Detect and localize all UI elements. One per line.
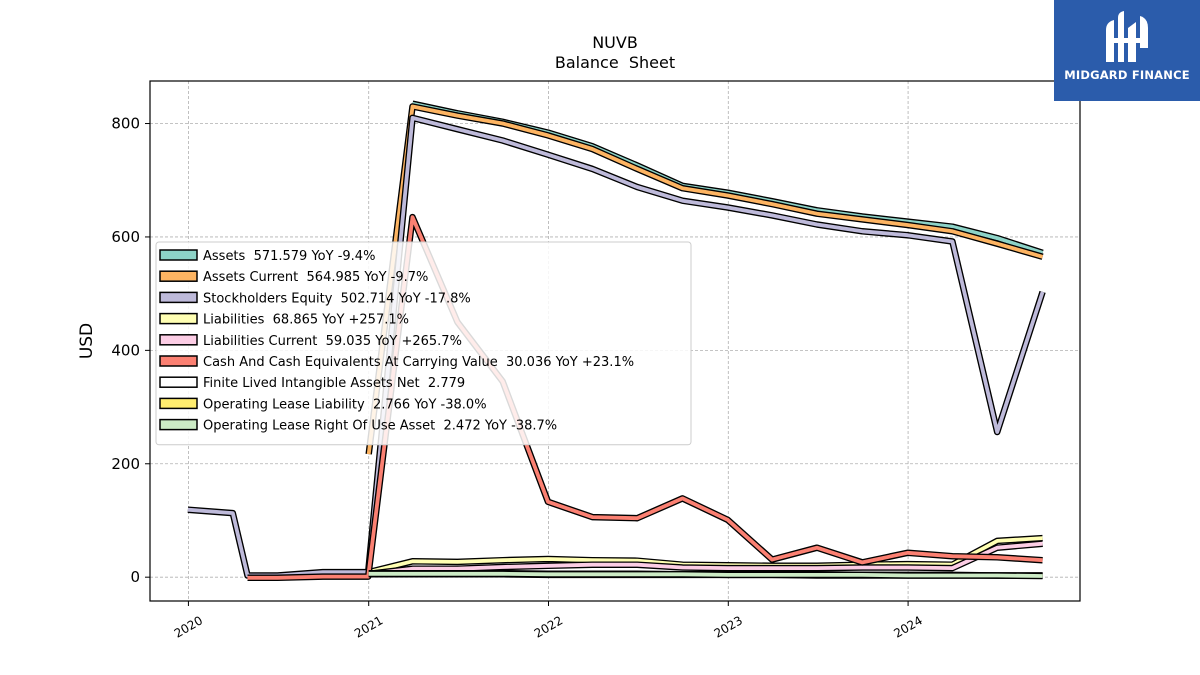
legend-label: Stockholders Equity 502.714 YoY -17.8% <box>203 291 471 306</box>
y-tick-label: 400 <box>111 341 140 359</box>
series-1 <box>365 103 1044 455</box>
series-line <box>368 571 1043 578</box>
series-line <box>366 104 1044 455</box>
legend-label: Operating Lease Right Of Use Asset 2.472… <box>203 419 557 434</box>
series-5 <box>247 213 1043 582</box>
x-tick-label: 2024 <box>891 613 924 640</box>
series-8 <box>368 570 1043 580</box>
legend-swatch <box>159 249 198 261</box>
legend-swatch <box>159 312 198 325</box>
y-tick-label: 0 <box>130 568 140 586</box>
legend-label: Assets 571.579 YoY -9.4% <box>203 249 375 264</box>
series-line <box>368 541 1043 576</box>
y-axis: 0 200 400 600 800 <box>111 115 150 586</box>
midgard-finance-logo: MIDGARD FINANCE <box>1054 0 1200 101</box>
legend: Assets 571.579 YoY -9.4% Assets Current 5… <box>155 241 692 446</box>
legend-item: Operating Lease Liability 2.766 YoY -38.… <box>159 397 487 412</box>
logo-text: MIDGARD FINANCE <box>1064 68 1190 82</box>
legend-swatch <box>159 376 198 388</box>
chart-subtitle: Balance Sheet <box>555 53 675 72</box>
y-tick-label: 800 <box>111 115 140 133</box>
legend-swatch <box>159 291 198 304</box>
series-4 <box>368 540 1043 578</box>
legend-label: Liabilities 68.865 YoY +257.1% <box>203 313 409 328</box>
series-line <box>247 215 1043 580</box>
legend-label: Finite Lived Intangible Assets Net 2.779 <box>203 376 465 391</box>
legend-label: Liabilities Current 59.035 YoY +265.7% <box>203 334 462 349</box>
legend-item: Stockholders Equity 502.714 YoY -17.8% <box>159 291 471 306</box>
legend-item: Assets Current 564.985 YoY -9.7% <box>159 270 428 285</box>
legend-swatch <box>159 397 198 410</box>
legend-swatch <box>159 418 198 431</box>
midgard-logo-icon <box>1106 11 1148 62</box>
legend-label: Cash And Cash Equivalents At Carrying Va… <box>203 355 634 370</box>
y-axis-label: USD <box>77 323 97 359</box>
legend-swatch <box>159 334 198 346</box>
legend-item: Cash And Cash Equivalents At Carrying Va… <box>159 355 634 370</box>
legend-item: Assets 571.579 YoY -9.4% <box>159 249 375 264</box>
legend-box <box>155 241 692 446</box>
y-tick-label: 600 <box>111 228 140 246</box>
plot-frame <box>149 80 1081 602</box>
legend-item: Liabilities Current 59.035 YoY +265.7% <box>159 334 462 349</box>
y-tick-label: 200 <box>111 455 140 473</box>
chart-title: NUVB <box>592 33 638 52</box>
legend-swatch <box>159 270 198 282</box>
legend-item: Finite Lived Intangible Assets Net 2.779 <box>159 376 465 391</box>
x-tick-label: 2021 <box>352 613 385 640</box>
legend-swatch <box>159 355 198 367</box>
legend-item: Liabilities 68.865 YoY +257.1% <box>159 312 409 328</box>
legend-label: Operating Lease Liability 2.766 YoY -38.… <box>203 397 487 412</box>
legend-label: Assets Current 564.985 YoY -9.7% <box>203 270 428 285</box>
x-tick-label: 2022 <box>532 613 565 640</box>
x-axis: 2020 2021 2022 2023 2024 <box>172 601 925 641</box>
x-tick-label: 2020 <box>172 613 205 640</box>
x-tick-label: 2023 <box>712 613 745 640</box>
series-layer <box>187 100 1046 582</box>
legend-item: Operating Lease Right Of Use Asset 2.472… <box>159 418 557 434</box>
